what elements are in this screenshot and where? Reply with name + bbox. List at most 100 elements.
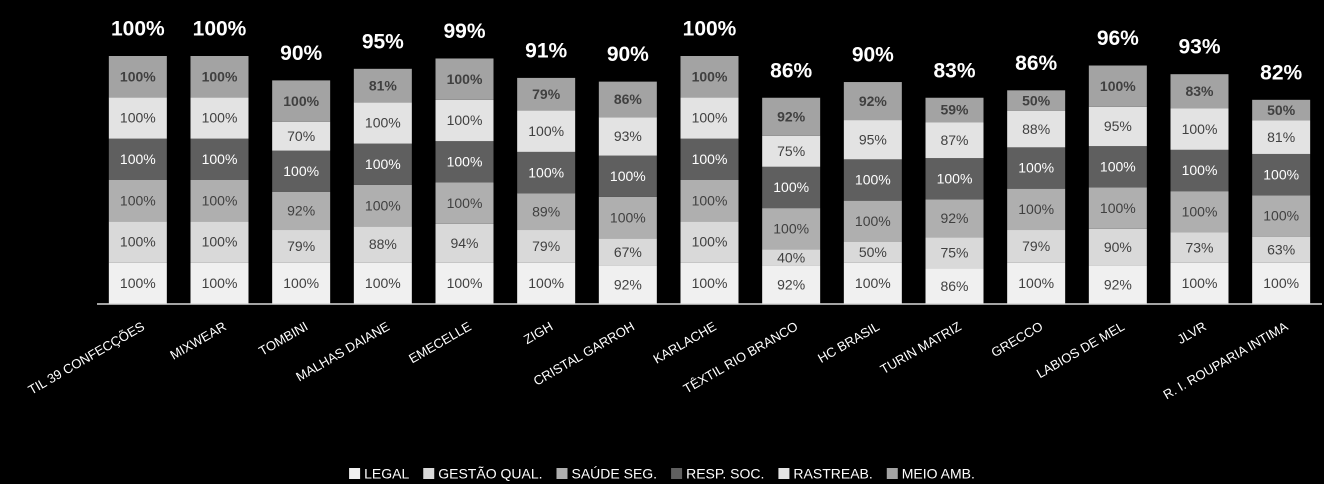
bar-segment: [272, 191, 331, 231]
bar-segment: [598, 81, 657, 118]
value-label: 92%: [940, 210, 968, 226]
value-label: 100%: [447, 275, 483, 291]
bar-segment: [272, 262, 331, 304]
x-tick-label: LABIOS DE MEL: [1034, 319, 1127, 381]
bar-segment: [843, 120, 902, 160]
legend-swatch: [349, 468, 361, 479]
bar-segment: [1252, 262, 1311, 304]
bar-segment: [190, 56, 249, 98]
bar-segment: [762, 249, 821, 266]
legend-label: RASTREAB.: [793, 466, 872, 482]
value-label: 100%: [692, 275, 728, 291]
bar-segment: [435, 58, 494, 100]
total-label: 95%: [362, 30, 404, 53]
bar-segment: [353, 262, 412, 304]
bar-segment: [843, 200, 902, 242]
bar-segment: [925, 97, 984, 123]
value-label: 100%: [773, 179, 809, 195]
value-label: 81%: [369, 77, 398, 93]
value-label: 100%: [1100, 78, 1136, 94]
bar-segment: [1170, 191, 1229, 233]
legend-label: SAÚDE SEG.: [571, 466, 657, 482]
bar-segment: [190, 97, 249, 139]
x-tick-label: HC BRASIL: [815, 319, 882, 366]
bar-segment: [272, 121, 331, 151]
value-label: 100%: [1263, 166, 1299, 182]
bar-segment: [190, 262, 249, 304]
total-label: 99%: [443, 20, 485, 43]
bar-segment: [598, 196, 657, 239]
bar-segment: [435, 223, 494, 263]
bar-segment: [1252, 195, 1311, 237]
bar-segment: [925, 158, 984, 200]
value-label: 50%: [1022, 92, 1051, 108]
bar-segment: [1252, 120, 1311, 154]
total-label: 90%: [280, 42, 322, 65]
value-label: 75%: [940, 245, 968, 261]
total-label: 100%: [683, 18, 737, 41]
value-label: 75%: [777, 143, 805, 159]
bar-segment: [925, 237, 984, 269]
value-label: 100%: [120, 68, 156, 84]
value-label: 100%: [1100, 158, 1136, 174]
bar-segment: [1088, 106, 1147, 147]
value-label: 92%: [777, 277, 805, 293]
value-label: 100%: [610, 168, 646, 184]
bar-segment: [1007, 110, 1066, 148]
bar-segment: [1088, 228, 1147, 266]
value-label: 100%: [447, 71, 483, 87]
bar-segment: [1007, 147, 1066, 189]
value-label: 92%: [614, 277, 642, 293]
bar-segment: [272, 230, 331, 263]
bar-segment: [1088, 65, 1147, 107]
value-label: 100%: [773, 220, 809, 236]
value-label: 100%: [447, 112, 483, 128]
bar-segment: [598, 265, 657, 304]
value-label: 100%: [937, 170, 973, 186]
value-label: 90%: [1104, 239, 1132, 255]
value-label: 100%: [365, 115, 401, 131]
bar-segment: [1252, 236, 1311, 263]
bar-segment: [517, 151, 576, 194]
value-label: 100%: [610, 209, 646, 225]
bar-segment: [680, 262, 739, 304]
total-label: 83%: [933, 59, 975, 82]
bar-segment: [190, 180, 249, 222]
bar-segment: [272, 150, 331, 192]
value-label: 86%: [940, 278, 968, 294]
bar-segment: [517, 230, 576, 263]
bar-segment: [1170, 108, 1229, 150]
bar-segment: [353, 143, 412, 185]
value-label: 95%: [859, 131, 887, 147]
x-tick-label: EMECELLE: [406, 318, 474, 366]
bar-segment: [843, 242, 902, 263]
bar-segment: [1088, 187, 1147, 229]
value-label: 100%: [1182, 121, 1218, 137]
value-label: 59%: [940, 102, 969, 118]
value-label: 88%: [1022, 121, 1050, 137]
value-label: 100%: [1018, 160, 1054, 176]
x-tick-label: GRECCO: [988, 319, 1045, 361]
value-label: 100%: [447, 195, 483, 211]
bar-segment: [353, 226, 412, 263]
legend-swatch: [556, 468, 568, 479]
value-label: 100%: [447, 154, 483, 170]
total-label: 96%: [1097, 27, 1139, 50]
bar-segment: [762, 208, 821, 250]
x-tick-label: JLVR: [1175, 319, 1209, 347]
value-label: 67%: [614, 244, 642, 260]
value-label: 92%: [287, 203, 315, 219]
value-label: 100%: [1182, 204, 1218, 220]
value-label: 92%: [859, 93, 888, 109]
value-label: 100%: [1018, 201, 1054, 217]
bar-segment: [353, 184, 412, 227]
bar-segment: [108, 262, 167, 304]
bar-segment: [843, 159, 902, 201]
value-label: 88%: [369, 236, 397, 252]
bar-segment: [1088, 265, 1147, 304]
value-label: 83%: [1185, 83, 1214, 99]
value-label: 100%: [855, 172, 891, 188]
legend-label: GESTÃO QUAL.: [438, 466, 542, 482]
value-label: 100%: [202, 275, 238, 291]
value-label: 81%: [1267, 129, 1295, 145]
